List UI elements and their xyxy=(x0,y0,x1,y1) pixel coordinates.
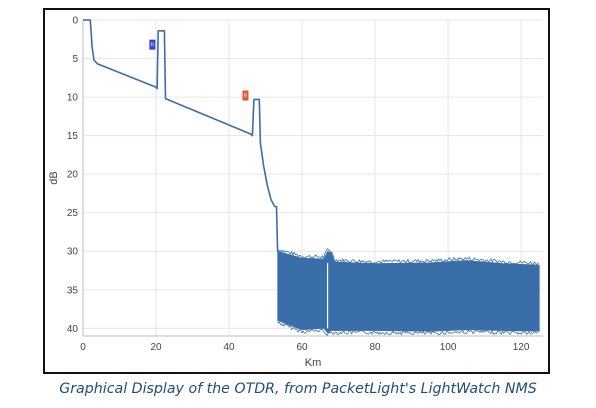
event-marker-label: R xyxy=(151,43,155,49)
figure-caption: Graphical Display of the OTDR, from Pack… xyxy=(59,381,537,397)
noise-band-upper-edge xyxy=(277,248,539,266)
x-tick-label: 0 xyxy=(80,342,86,353)
event-marker-label: R xyxy=(244,94,248,100)
event-marker xyxy=(149,39,156,50)
trace-path xyxy=(83,19,279,252)
x-tick-label: 60 xyxy=(296,342,308,353)
y-tick-label: 30 xyxy=(67,247,79,258)
y-tick-label: 15 xyxy=(67,131,79,142)
y-tick-label: 20 xyxy=(67,170,79,181)
x-tick-label: 80 xyxy=(370,342,382,353)
tick-labels: 0 20 40 60 80 100 120 0 5 10 15 20 25 30 35 40 xyxy=(67,16,530,354)
y-tick-label: 40 xyxy=(67,324,79,335)
x-tick-label: 120 xyxy=(513,342,530,353)
y-tick-label: 25 xyxy=(67,208,79,219)
noise-band-lower-edge xyxy=(277,321,539,336)
event-markers: RR xyxy=(149,39,249,101)
y-tick-label: 5 xyxy=(72,54,78,65)
event-marker xyxy=(242,90,249,101)
trace-line xyxy=(83,19,279,252)
y-tick-label: 35 xyxy=(67,285,79,296)
y-axis-label: dB xyxy=(48,171,60,184)
y-tick-label: 10 xyxy=(67,93,79,104)
x-tick-label: 20 xyxy=(150,342,162,353)
noise-band-area xyxy=(277,250,540,334)
x-tick-label: 40 xyxy=(223,342,235,353)
y-tick-label: 0 xyxy=(72,16,78,27)
noise-band xyxy=(277,248,540,336)
x-axis-label: Km xyxy=(305,357,322,369)
grid xyxy=(82,19,543,337)
x-tick-label: 100 xyxy=(440,342,457,353)
